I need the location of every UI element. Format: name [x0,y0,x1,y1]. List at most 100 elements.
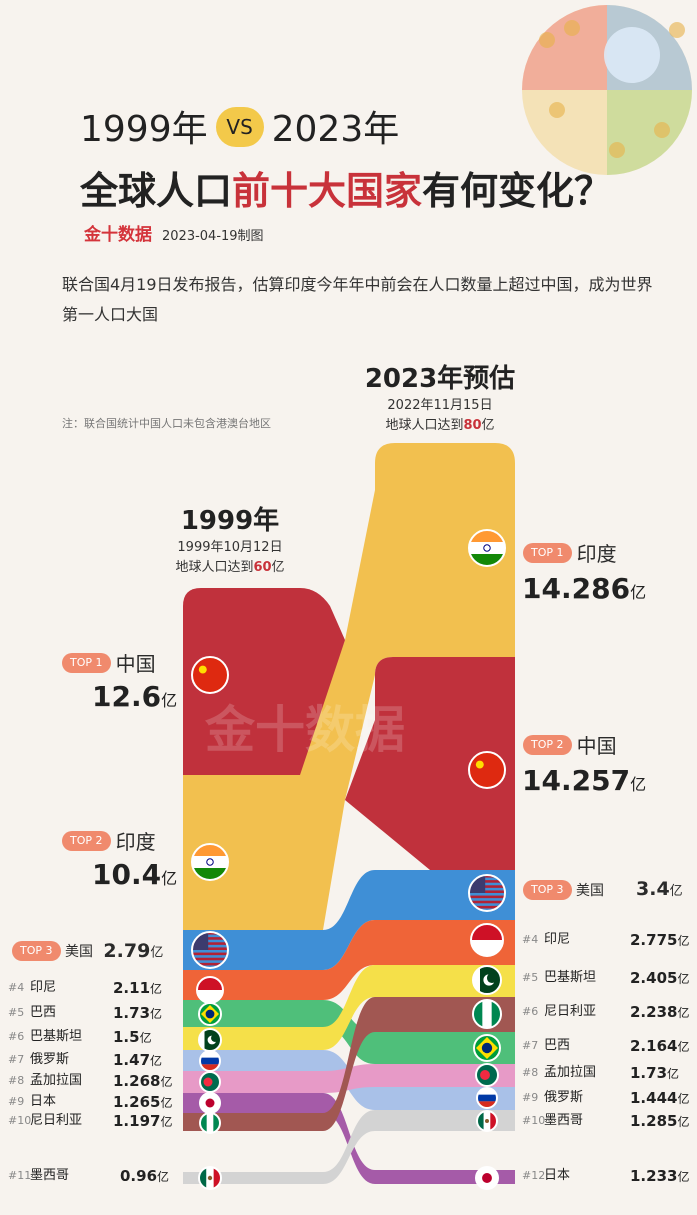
title-years: 1999年 VS 2023年 [80,100,399,152]
left-row-巴基斯坦: #6 巴基斯坦 1.5亿 [8,1027,152,1047]
col2-subtitle: 2022年11月15日 地球人口达到80亿 [340,396,540,436]
flow-尼日利亚 [183,997,515,1131]
left-flag-日本-icon [199,1092,221,1114]
right-row-尼日利亚: #6 尼日利亚 2.238亿 [522,1002,689,1022]
left-top1-label: TOP 1 中国 [62,648,156,677]
rank: #5 [522,971,539,984]
country-name: 美国 [64,944,93,960]
country-name: 日本 [30,1094,57,1109]
value-number: 3.4 [636,878,670,900]
rank: #11 [8,1169,32,1182]
left-flag-孟加拉国-icon [199,1071,221,1093]
unit: 亿 [677,1006,690,1020]
left-row-俄罗斯: #7 俄罗斯 1.47亿 [8,1050,162,1070]
col1-pop-prefix: 地球人口达到 [175,560,254,575]
value: 2.238亿 [630,1002,689,1023]
value: 1.285亿 [630,1111,689,1132]
rank: #10 [522,1114,546,1127]
left-row-孟加拉国: #8 孟加拉国 1.268亿 [8,1071,172,1091]
value-number: 1.47 [113,1051,151,1069]
col1-pop-unit: 亿 [271,560,285,575]
rank: #9 [8,1095,25,1108]
rank: #12 [522,1169,546,1182]
footnote: 注：联合国统计中国人口未包含港澳台地区 [62,417,271,430]
col2-pop-unit: 亿 [481,418,495,433]
flow-巴基斯坦 [183,965,515,1050]
unit: 亿 [630,775,647,794]
flow-墨西哥 [183,1110,515,1184]
watermark: 金十数据 [205,701,405,759]
value: 1.444亿 [630,1088,689,1109]
col2-date: 2022年11月15日 [387,398,493,413]
flow-日本 [183,1093,515,1184]
value: 3.4亿 [636,878,683,900]
col1-pop-value: 60 [253,560,272,575]
rank: #4 [522,933,539,946]
col2-pop-prefix: 地球人口达到 [385,418,464,433]
flow-印尼 [183,920,515,1000]
unit: 亿 [669,884,683,899]
left-flag-印度-icon [191,843,229,881]
col1-population: 地球人口达到60亿 [150,558,310,578]
logo-text: 金十数据 [84,225,152,245]
rank: #4 [8,981,25,994]
unit: 亿 [677,1092,690,1106]
left-row-巴西: #5 巴西 1.73亿 [8,1003,162,1023]
title-highlight: 前十大国家 [232,169,423,213]
rank: #9 [522,1091,539,1104]
value: 2.79 [103,940,151,962]
country-name: 俄罗斯 [544,1090,584,1105]
value: 2.11亿 [113,978,162,999]
right-flag-尼日利亚-icon [472,999,502,1029]
right-row-日本: #12日本 1.233亿 [522,1166,689,1186]
left-flag-印尼-icon [196,976,224,1004]
left-flag-中国-icon [191,656,229,694]
flow-美国 [183,870,515,970]
right-top1-label: TOP 1 印度 [523,538,617,567]
vs-badge: VS [215,107,264,147]
left-top3-label: TOP 3 美国 2.79亿 [12,940,163,962]
unit: 亿 [157,1170,170,1184]
year-1999: 1999年 [80,109,208,150]
value-number: 2.11 [113,979,151,997]
title-part-1: 全球人口 [80,169,233,213]
left-row-墨西哥: #11墨西哥 0.96亿 [8,1166,169,1186]
right-top1-value: 14.286亿 [522,572,646,605]
country-name: 尼日利亚 [544,1004,597,1019]
country-name: 巴西 [30,1005,57,1020]
right-row-印尼: #4 印尼 2.775亿 [522,930,689,950]
left-flag-尼日利亚-icon [199,1112,221,1134]
value: 10.4 [92,858,162,891]
value-number: 1.233 [630,1167,678,1185]
unit: 亿 [677,1170,690,1184]
right-row-俄罗斯: #9 俄罗斯 1.444亿 [522,1088,689,1108]
country-name: 孟加拉国 [544,1065,597,1080]
right-flag-巴基斯坦-icon [472,965,502,995]
country-name: 印度 [576,542,617,566]
flow-india-main [183,443,515,930]
rank-pill: TOP 2 [523,734,572,755]
country-name: 孟加拉国 [30,1073,83,1088]
rank-pill: TOP 1 [523,542,572,563]
value-number: 1.268 [113,1072,161,1090]
value-number: 2.238 [630,1003,678,1021]
unit: 亿 [677,1040,690,1054]
country-name: 巴西 [544,1038,571,1053]
value: 0.96亿 [120,1166,169,1187]
country-name: 美国 [575,883,604,899]
value-number: 1.73 [113,1004,151,1022]
flow-巴西 [183,1000,515,1064]
right-row-墨西哥: #10墨西哥 1.285亿 [522,1111,689,1131]
rank: #7 [8,1053,25,1066]
rank: #8 [8,1074,25,1087]
right-flag-印度-icon [468,529,506,567]
left-top1-value: 12.6亿 [92,680,177,713]
unit: 亿 [677,934,690,948]
description: 联合国4月19日发布报告，估算印度今年年中前会在人口数量上超过中国，成为世界第一… [62,275,653,324]
unit: 亿 [667,1067,680,1081]
left-row-日本: #9 日本 1.265亿 [8,1092,172,1112]
value: 1.233亿 [630,1166,689,1187]
rank: #6 [522,1005,539,1018]
rank-pill: TOP 2 [62,830,111,851]
value-number: 1.265 [113,1093,161,1111]
